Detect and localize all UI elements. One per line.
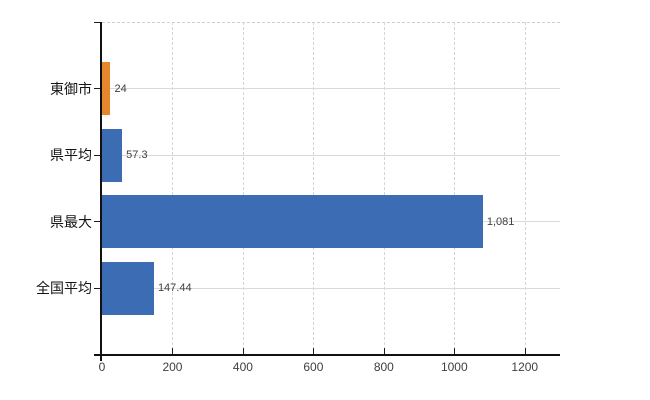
x-axis-tick xyxy=(383,348,385,355)
y-axis-tick xyxy=(94,221,102,223)
x-tick-label: 0 xyxy=(98,360,106,374)
x-axis-tick xyxy=(454,348,456,355)
bar xyxy=(102,195,483,249)
horizontal-gridline xyxy=(102,154,560,156)
value-label: 147.44 xyxy=(157,282,192,295)
vertical-gridline xyxy=(242,22,244,355)
category-label: 全国平均 xyxy=(36,280,92,297)
x-tick-label: 400 xyxy=(232,360,253,374)
value-label: 24 xyxy=(114,82,127,95)
x-axis-tick xyxy=(524,348,526,355)
category-label: 県平均 xyxy=(50,147,92,164)
vertical-gridline xyxy=(383,22,385,355)
x-axis-tick xyxy=(242,348,244,355)
y-axis-tick xyxy=(94,154,102,156)
vertical-gridline xyxy=(524,22,526,355)
vertical-gridline xyxy=(172,22,174,355)
horizontal-gridline xyxy=(102,88,560,90)
x-tick-label: 1000 xyxy=(440,360,468,374)
value-label: 1,081 xyxy=(486,215,515,228)
x-tick-label: 1200 xyxy=(511,360,539,374)
x-axis xyxy=(94,354,560,356)
value-label: 57.3 xyxy=(126,149,148,162)
x-tick-label: 600 xyxy=(303,360,324,374)
y-axis-tick xyxy=(94,88,102,90)
x-axis-tick xyxy=(172,348,174,355)
x-tick-label: 200 xyxy=(162,360,183,374)
bar xyxy=(102,261,154,315)
bar xyxy=(102,62,111,116)
x-axis-tick xyxy=(313,348,315,355)
horizontal-gridline xyxy=(102,287,560,289)
bar xyxy=(102,128,123,182)
vertical-gridline xyxy=(454,22,456,355)
y-axis xyxy=(100,22,102,361)
category-label: 東御市 xyxy=(50,80,92,97)
x-tick-label: 800 xyxy=(373,360,394,374)
category-label: 県最大 xyxy=(50,213,92,230)
y-axis-tick xyxy=(94,287,102,289)
y-axis-top-tick xyxy=(94,22,102,23)
plot-top-border xyxy=(102,22,560,23)
vertical-gridline xyxy=(313,22,315,355)
